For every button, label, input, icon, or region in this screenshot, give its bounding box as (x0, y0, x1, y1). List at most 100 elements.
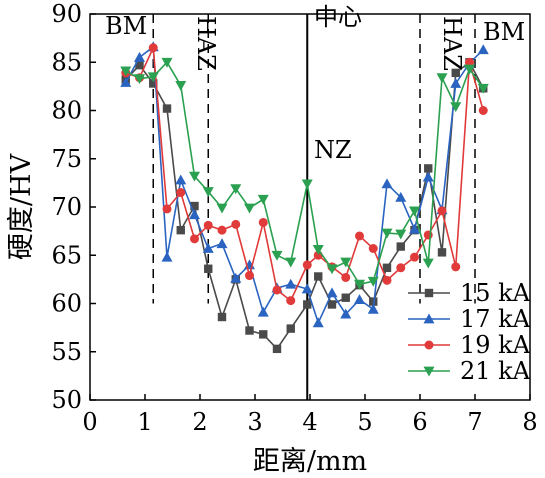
data-point (244, 203, 255, 214)
data-point (216, 203, 228, 214)
y-axis: 50 55 60 65 70 75 80 85 90 (51, 0, 96, 414)
data-point (202, 242, 214, 253)
data-point (217, 312, 227, 322)
data-point (189, 209, 200, 220)
y-tick-label: 75 (51, 145, 82, 173)
data-point (341, 293, 350, 302)
data-point (368, 243, 378, 253)
legend-label: 15 kA (460, 279, 531, 307)
annotation-haz-left: HAZ (192, 16, 220, 71)
x-tick-label: 5 (357, 408, 372, 436)
annotation-bm-right: BM (483, 18, 525, 46)
data-point (285, 257, 297, 268)
data-point (340, 308, 352, 319)
legend-label: 17 kA (460, 305, 531, 333)
x-tick-label: 2 (192, 408, 207, 436)
annotation-nz: NZ (314, 136, 352, 164)
data-point (272, 285, 282, 295)
data-point (161, 57, 173, 68)
data-point (135, 60, 144, 70)
x-axis-title: 距离/mm (253, 446, 367, 477)
data-point (120, 66, 132, 77)
data-point (355, 231, 364, 241)
data-point (367, 276, 379, 287)
data-point (303, 300, 312, 309)
data-point (381, 228, 393, 239)
data-point (478, 106, 488, 115)
y-tick-label: 60 (51, 290, 82, 318)
x-tick-label: 6 (412, 408, 427, 436)
data-point (189, 171, 200, 182)
data-point (451, 68, 460, 78)
y-tick-label: 90 (51, 0, 82, 28)
data-point (396, 242, 405, 251)
data-point (326, 287, 338, 298)
data-point (230, 184, 242, 195)
data-point (257, 194, 269, 205)
data-point (301, 179, 313, 190)
legend-item: 21 kA (408, 357, 531, 385)
legend-label: 21 kA (460, 357, 531, 385)
data-point (436, 73, 448, 84)
legend-item: 17 kA (408, 305, 531, 333)
data-point (424, 164, 433, 173)
data-point (245, 326, 254, 335)
data-point (451, 262, 461, 272)
legend-item: 15 kA (408, 279, 531, 307)
data-point (161, 251, 173, 262)
data-point (149, 79, 158, 88)
data-point (286, 324, 295, 333)
legend-marker (424, 340, 434, 350)
legend-marker (423, 313, 435, 324)
data-point (203, 220, 213, 230)
data-point (409, 223, 420, 234)
data-point (341, 272, 351, 282)
data-point (302, 260, 312, 270)
series-group (120, 41, 489, 354)
data-point (147, 72, 159, 83)
data-point (134, 51, 145, 62)
data-point (450, 102, 462, 113)
y-tick-label: 85 (51, 48, 82, 76)
data-point (258, 217, 268, 227)
annotation-center: 中心 (314, 3, 362, 31)
data-point (190, 234, 199, 244)
x-tick-label: 8 (522, 408, 537, 436)
x-tick-label: 7 (467, 408, 482, 436)
data-point (477, 83, 489, 94)
legend-item: 19 kA (408, 331, 531, 359)
data-point (176, 188, 186, 198)
data-point (286, 296, 296, 306)
y-tick-label: 55 (51, 338, 82, 366)
data-point (176, 225, 185, 235)
data-point (231, 219, 241, 229)
data-point (326, 264, 338, 275)
data-point (271, 250, 283, 261)
x-tick-label: 1 (137, 408, 152, 436)
legend-marker (423, 366, 435, 377)
data-point (410, 252, 419, 262)
data-point (217, 225, 227, 235)
annotation-haz-right: HAZ (438, 16, 466, 71)
data-point (175, 81, 187, 91)
data-point (272, 344, 282, 354)
data-point (477, 44, 489, 55)
data-point (120, 77, 132, 87)
data-point (327, 300, 337, 309)
data-point (312, 317, 324, 328)
x-axis: 0 1 2 3 4 5 6 7 8 (82, 394, 538, 436)
y-axis-title: 硬度/HV (6, 153, 37, 260)
legend-marker (424, 288, 434, 298)
data-point (396, 263, 406, 273)
data-point (340, 257, 352, 268)
annotation-bm-left: BM (105, 12, 147, 40)
y-tick-label: 70 (51, 193, 82, 221)
data-point (230, 272, 242, 283)
y-tick-label: 80 (51, 97, 82, 125)
series-3 (121, 43, 488, 306)
data-point (301, 283, 313, 294)
data-point (312, 245, 324, 255)
data-point (202, 187, 214, 198)
